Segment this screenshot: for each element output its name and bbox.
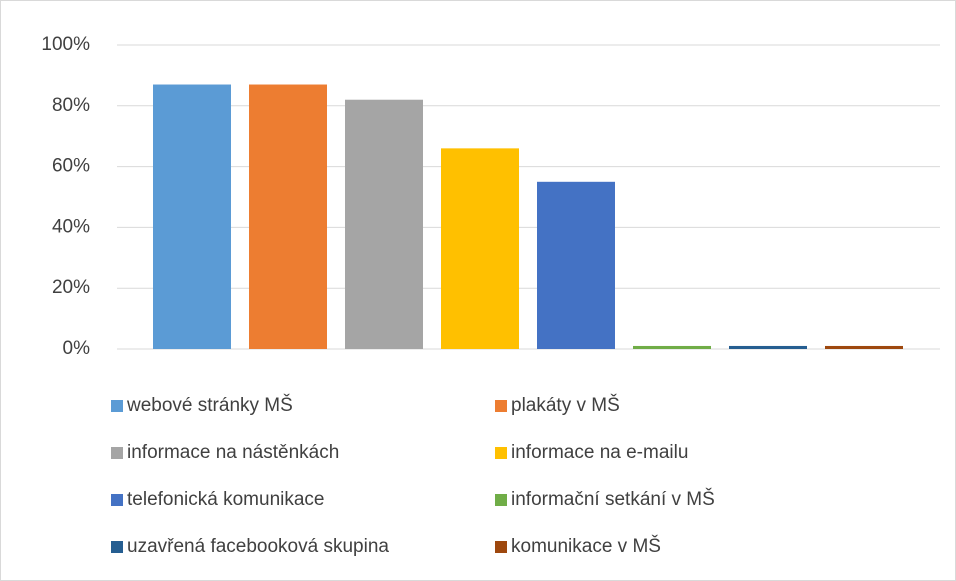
legend-swatch xyxy=(495,447,507,459)
legend-label: informační setkání v MŠ xyxy=(511,488,715,510)
legend-swatch xyxy=(111,541,123,553)
legend-label: webové stránky MŠ xyxy=(126,394,293,416)
bar xyxy=(345,99,423,349)
bar xyxy=(825,345,903,349)
bar xyxy=(249,84,327,350)
y-tick-label: 80% xyxy=(52,95,90,116)
bar xyxy=(537,181,615,349)
legend-label: uzavřená facebooková skupina xyxy=(127,536,389,557)
legend-label: telefonická komunikace xyxy=(127,489,325,510)
legend-swatch xyxy=(111,400,123,412)
bar xyxy=(633,345,711,349)
legend-label: informace na e-mailu xyxy=(511,442,688,463)
legend-swatch xyxy=(495,541,507,553)
bar xyxy=(441,148,519,349)
y-tick-label: 0% xyxy=(63,338,91,359)
legend-swatch xyxy=(111,494,123,506)
y-tick-label: 60% xyxy=(52,156,90,177)
y-tick-label: 100% xyxy=(41,34,90,55)
y-tick-label: 20% xyxy=(52,277,90,298)
legend-label: informace na nástěnkách xyxy=(127,442,339,463)
legend-label: komunikace v MŠ xyxy=(511,535,661,557)
legend-swatch xyxy=(495,400,507,412)
legend-swatch xyxy=(495,494,507,506)
bar xyxy=(729,345,807,349)
legend-swatch xyxy=(111,447,123,459)
legend-label: plakáty v MŠ xyxy=(511,394,620,416)
bar xyxy=(153,84,231,350)
y-tick-label: 40% xyxy=(52,216,90,237)
